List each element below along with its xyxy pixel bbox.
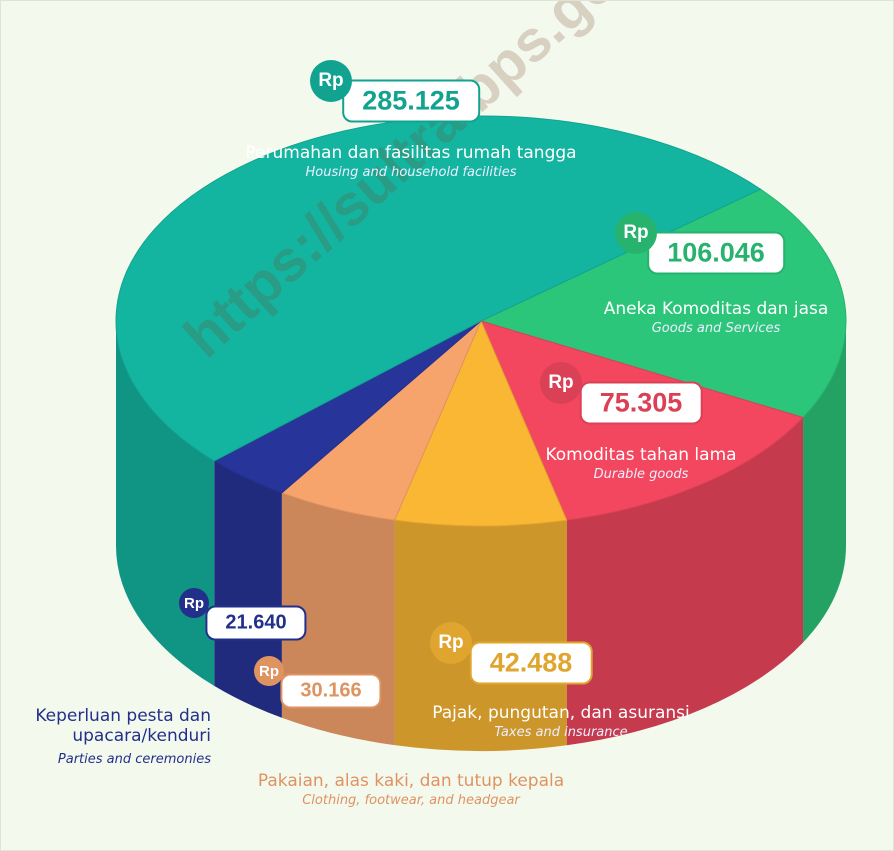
- category-label: Pakaian, alas kaki, dan tutup kepala: [257, 771, 565, 791]
- value-label: 30.166: [280, 673, 382, 709]
- category-label: Pajak, pungutan, dan asuransi: [432, 703, 690, 723]
- category-label: Perumahan dan fasilitas rumah tangga: [245, 143, 577, 163]
- currency-badge: Rp: [615, 212, 657, 254]
- currency-badge: Rp: [430, 622, 472, 664]
- currency-badge: Rp: [310, 60, 352, 102]
- currency-badge: Rp: [254, 656, 284, 686]
- category-translation: Durable goods: [593, 467, 689, 482]
- value-label: 106.046: [647, 231, 785, 275]
- category-label: Aneka Komoditas dan jasa: [603, 299, 829, 319]
- slice-side: [394, 520, 567, 751]
- category-translation: Goods and Services: [651, 321, 781, 336]
- slice-side: [566, 417, 804, 746]
- value-label: 42.488: [469, 641, 593, 685]
- category-translation: Parties and ceremonies: [57, 752, 211, 767]
- slice-side: [803, 321, 846, 643]
- currency-badge: Rp: [179, 588, 209, 618]
- slice-side: [214, 460, 282, 718]
- slice: [115, 115, 762, 462]
- currency-badge: Rp: [540, 362, 582, 404]
- category-label: Keperluan pesta dan upacara/kenduri: [35, 706, 211, 746]
- category-translation: Clothing, footwear, and headgear: [302, 793, 520, 808]
- slice: [393, 319, 568, 527]
- value-label: 21.640: [205, 605, 307, 641]
- value-label: 285.125: [342, 79, 480, 123]
- category-translation: Taxes and insurance: [494, 725, 628, 740]
- category-translation: Housing and household facilities: [305, 165, 517, 180]
- value-label: 75.305: [579, 381, 703, 425]
- category-label: Komoditas tahan lama: [545, 445, 737, 465]
